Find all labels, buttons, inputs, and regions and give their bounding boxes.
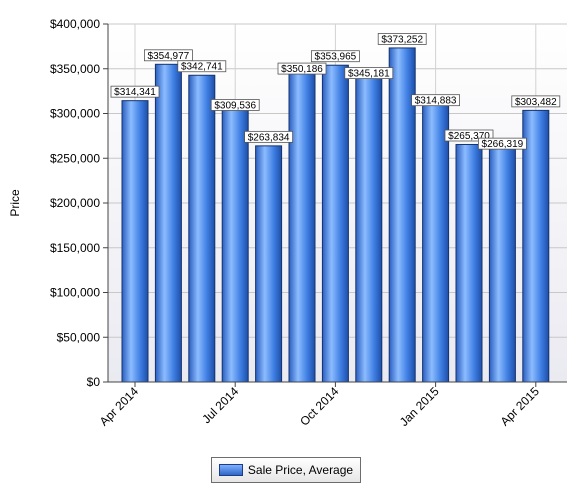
x-axis-tick-labels: Apr 2014 Jul 2014 Oct 2014 Jan 2015 Apr 2015: [97, 384, 542, 429]
data-label-box: [411, 94, 461, 107]
data-label: $345,181: [344, 67, 394, 80]
y-axis-title: Price: [8, 189, 22, 217]
data-label-box: [143, 49, 193, 62]
data-label-text: $314,341: [114, 87, 156, 98]
data-label-box: [344, 67, 394, 79]
legend: Sale Price, Average: [211, 457, 361, 483]
y-tick-label: $400,000: [50, 17, 100, 31]
bar: [188, 74, 216, 383]
y-axis-tick-labels: $0 $50,000 $100,000 $150,000 $200,000 $250,00…: [50, 17, 100, 389]
data-label: $309,536: [210, 99, 260, 111]
data-label: $265,370: [444, 129, 494, 142]
data-label: $314,883: [411, 94, 461, 107]
legend-swatch: [218, 464, 243, 476]
axes: [103, 23, 567, 387]
bar: [221, 104, 249, 383]
bar: [522, 109, 550, 383]
legend-label: Sale Price, Average: [247, 463, 354, 477]
bar: [288, 68, 316, 383]
data-label-text: $314,883: [415, 96, 457, 107]
data-label: $373,252: [377, 33, 427, 45]
bar: [255, 145, 283, 383]
data-label-box: [377, 33, 427, 45]
data-label: $350,186: [277, 62, 327, 75]
bar: [321, 64, 349, 383]
data-label: $342,741: [177, 60, 227, 73]
data-label-box: [244, 130, 294, 143]
data-label-text: $353,965: [315, 52, 357, 63]
bar: [154, 63, 182, 383]
data-label-text: $350,186: [281, 64, 323, 75]
y-tick-label: $250,000: [50, 151, 100, 165]
data-label-box: [110, 85, 160, 98]
data-label-text: $342,741: [181, 62, 223, 73]
data-label: $353,965: [310, 50, 360, 63]
x-tick-label: Apr 2015: [498, 384, 543, 429]
data-label-box: [210, 99, 260, 111]
data-label-text: $266,319: [482, 139, 524, 150]
bar: [388, 47, 416, 383]
data-label-box: [477, 137, 527, 150]
y-tick-label: $200,000: [50, 196, 100, 210]
data-label-text: $354,977: [148, 51, 190, 62]
data-label-text: $303,482: [515, 97, 557, 108]
bar: [422, 99, 450, 383]
x-tick-label: Oct 2014: [297, 384, 342, 429]
data-label: $314,341: [110, 85, 160, 98]
bar: [488, 143, 516, 383]
data-label-text: $265,370: [448, 131, 490, 142]
data-labels: $314,341 $354,977$342,741 $309,536 $263,834…: [110, 33, 561, 150]
data-label: $303,482: [511, 95, 561, 108]
data-label-text: $345,181: [348, 69, 390, 80]
y-tick-label: $300,000: [50, 107, 100, 121]
y-tick-label: $350,000: [50, 62, 100, 76]
data-label: $266,319: [477, 137, 527, 150]
x-tick-label: Jan 2015: [397, 384, 442, 429]
x-tick-label: Jul 2014: [199, 384, 241, 426]
data-label: $354,977: [143, 49, 193, 62]
data-label-text: $373,252: [381, 34, 423, 45]
data-label: $263,834: [244, 130, 294, 143]
bars: [121, 47, 550, 383]
bar: [355, 72, 383, 383]
y-tick-label: $0: [87, 375, 101, 389]
data-label-text: $263,834: [248, 132, 290, 143]
data-label-box: [444, 129, 494, 142]
data-label-box: [511, 95, 561, 108]
data-label-box: [277, 62, 327, 75]
y-tick-label: $100,000: [50, 286, 100, 300]
data-label-box: [177, 60, 227, 73]
bar: [121, 100, 149, 383]
data-label-box: [310, 50, 360, 63]
data-label-text: $309,536: [214, 100, 256, 111]
bar: [455, 143, 483, 383]
x-tick-label: Apr 2014: [97, 384, 142, 429]
y-tick-label: $150,000: [50, 241, 100, 255]
y-tick-label: $50,000: [57, 330, 101, 344]
